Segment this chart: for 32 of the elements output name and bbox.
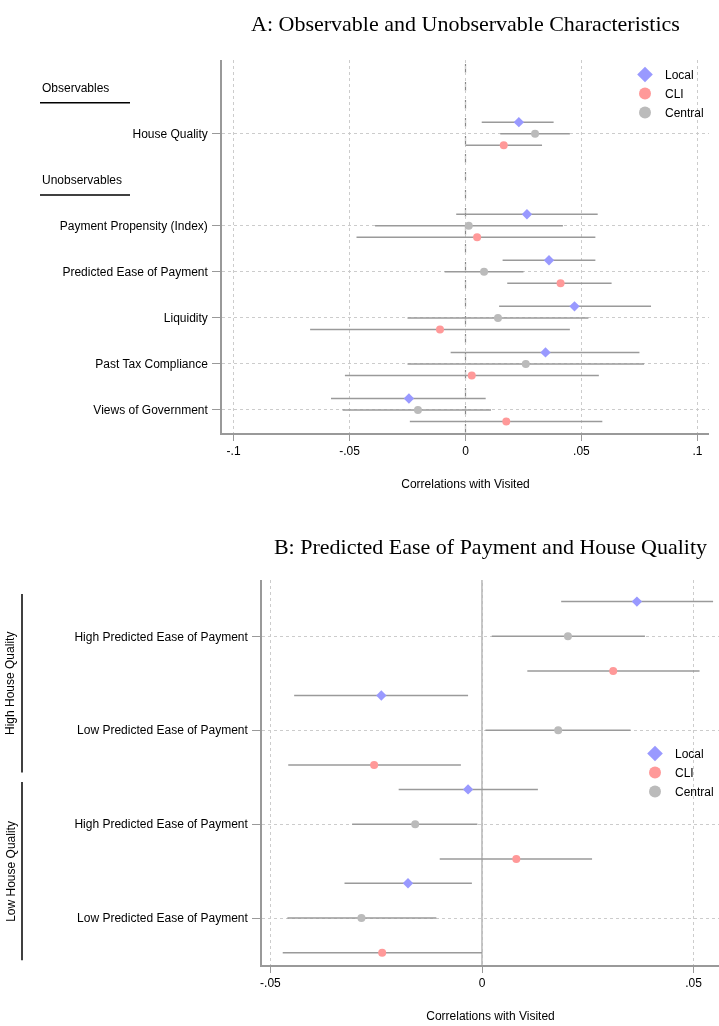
text: Low House Quality [3, 821, 18, 922]
text: Observables [42, 81, 110, 95]
legend-label: CLI [665, 87, 684, 102]
text: High House Quality [3, 631, 18, 736]
y-tick-label: High Predicted Ease of Payment [74, 629, 249, 644]
y-tick-label: Liquidity [163, 311, 208, 326]
y-tick-label: High Predicted Ease of Payment [74, 817, 249, 832]
y-tick-label: Past Tax Compliance [95, 357, 209, 372]
x-axis-title: Correlations with Visited [401, 476, 530, 491]
x-tick-label: -.1 [226, 444, 241, 459]
x-tick-label: 0 [462, 444, 470, 459]
chart-title: B: Predicted Ease of Payment and House Quality [273, 534, 708, 560]
y-tick-label: Views of Government [93, 403, 209, 418]
legend-label: Central [665, 106, 704, 121]
legend-label: Central [675, 785, 714, 800]
y-tick-label: Low Predicted Ease of Payment [77, 911, 249, 926]
y-tick-label: Low Predicted Ease of Payment [77, 723, 249, 738]
x-tick-label: 0 [478, 976, 486, 991]
x-axis-title: Correlations with Visited [426, 1008, 555, 1023]
x-tick-label: .05 [685, 976, 703, 991]
text: Unobservables [42, 173, 123, 187]
chart-title: A: Observable and Unobservable Characteristics [251, 10, 680, 36]
legend-label: Local [665, 68, 694, 83]
x-tick-label: .1 [692, 444, 703, 459]
legend-label: CLI [675, 766, 694, 781]
y-tick-label: House Quality [132, 126, 208, 141]
y-tick-label: Payment Propensity (Index) [59, 218, 208, 233]
x-tick-label: .05 [573, 444, 591, 459]
legend-label: Local [675, 747, 704, 762]
x-tick-label: -.05 [339, 444, 361, 459]
y-tick-label: Predicted Ease of Payment [62, 265, 209, 280]
x-tick-label: -.05 [260, 976, 282, 991]
